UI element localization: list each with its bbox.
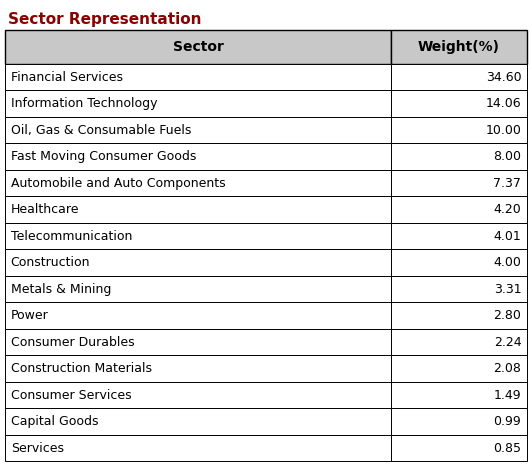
Text: Information Technology: Information Technology [11,97,157,110]
Text: 4.00: 4.00 [494,256,521,269]
Text: Telecommunication: Telecommunication [11,230,132,243]
Text: Healthcare: Healthcare [11,203,79,216]
Text: Sector: Sector [173,40,223,54]
Text: 3.31: 3.31 [494,282,521,295]
Text: 1.49: 1.49 [494,389,521,402]
Text: 10.00: 10.00 [486,123,521,137]
Text: 2.24: 2.24 [494,336,521,349]
Text: Fast Moving Consumer Goods: Fast Moving Consumer Goods [11,150,196,163]
Text: Power: Power [11,309,48,322]
Text: Services: Services [11,442,64,455]
Text: Consumer Durables: Consumer Durables [11,336,134,349]
Text: 34.60: 34.60 [486,70,521,83]
Text: 2.80: 2.80 [494,309,521,322]
Text: 0.85: 0.85 [493,442,521,455]
Text: 2.08: 2.08 [494,362,521,375]
Text: Oil, Gas & Consumable Fuels: Oil, Gas & Consumable Fuels [11,123,191,137]
Text: 0.99: 0.99 [494,415,521,428]
Text: Construction Materials: Construction Materials [11,362,152,375]
Text: Metals & Mining: Metals & Mining [11,282,111,295]
Text: 8.00: 8.00 [493,150,521,163]
Text: 4.01: 4.01 [494,230,521,243]
Text: 4.20: 4.20 [494,203,521,216]
Text: Automobile and Auto Components: Automobile and Auto Components [11,177,225,190]
Text: Construction: Construction [11,256,90,269]
Text: Weight(%): Weight(%) [418,40,500,54]
Text: 14.06: 14.06 [486,97,521,110]
Text: Financial Services: Financial Services [11,70,123,83]
Text: Sector Representation: Sector Representation [8,12,202,27]
Text: Consumer Services: Consumer Services [11,389,131,402]
Text: Capital Goods: Capital Goods [11,415,98,428]
Text: 7.37: 7.37 [494,177,521,190]
